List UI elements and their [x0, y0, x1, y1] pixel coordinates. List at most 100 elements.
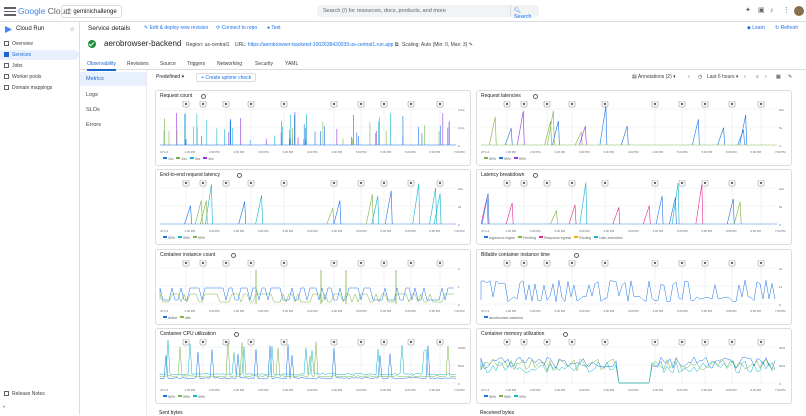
edit-deploy-button[interactable]: ✎ Edit & deploy new revision — [144, 25, 209, 31]
subnav-errors[interactable]: Errors — [86, 122, 101, 128]
chart-plot[interactable]: 10s 5s 0 UTC-4 1:30 PM 2:00 PM 2:30 PM 3:00 PM 3… — [477, 101, 792, 157]
legend-label[interactable]: 3xx — [194, 157, 201, 161]
subnav-metrics[interactable]: Metrics — [80, 72, 146, 86]
edit-dashboard-icon[interactable]: ✎ — [788, 74, 793, 80]
chart-plot[interactable]: 2 1 0 UTC-4 1:30 PM 2:00 PM 2:30 PM 3:00 PM 3:30… — [156, 260, 471, 316]
tab-yaml[interactable]: YAML — [285, 61, 299, 67]
chart-legend[interactable]: active idle — [160, 316, 191, 320]
tab-triggers[interactable]: Triggers — [187, 61, 206, 67]
layout-icon[interactable]: ▦ — [776, 74, 781, 80]
sidebar-item-services[interactable]: Services — [0, 50, 79, 60]
help-icon[interactable] — [200, 94, 206, 99]
hamburger-menu-icon[interactable] — [4, 5, 16, 17]
subnav-logs[interactable]: Logs — [86, 92, 98, 98]
help-icon[interactable] — [574, 253, 579, 258]
avatar[interactable] — [794, 6, 804, 16]
time-back-button[interactable]: ‹ — [688, 74, 690, 80]
help-icon[interactable] — [563, 332, 568, 337]
legend-label[interactable]: 95% — [183, 236, 191, 240]
chart-panel-request-count[interactable]: Request count 0.2/s 0.1/s 0 UTC-4 1:30 PM 2:00… — [155, 90, 471, 166]
legend-label[interactable]: 50% — [489, 157, 497, 161]
notifications-icon[interactable]: ♪ — [770, 7, 774, 14]
zoom-icon[interactable]: ⌕ — [756, 74, 759, 80]
tab-revisions[interactable]: Revisions — [127, 61, 149, 67]
tab-observability[interactable]: Observability — [87, 61, 116, 71]
collapse-nav-icon[interactable]: « — [3, 404, 6, 409]
chart-legend[interactable]: Ingress to region Pending Response egress R… — [481, 236, 623, 240]
chart-plot[interactable]: 10s 5s 0 UTC-4 1:30 PM 2:00 PM 2:30 PM 3:00 PM 3… — [477, 180, 792, 236]
tab-networking[interactable]: Networking — [217, 61, 243, 67]
sidebar-item-jobs[interactable]: Jobs — [0, 61, 79, 71]
chart-plot[interactable]: 0.2/s 0.1/s 0 UTC-4 1:30 PM 2:00 PM 2:30 PM 3:0… — [156, 101, 471, 157]
sidebar-item-domain-mappings[interactable]: Domain mappings — [0, 83, 79, 93]
annotations-dropdown[interactable]: ▤ Annotations (2) ▾ — [632, 74, 676, 80]
gemini-icon[interactable]: ✦ — [745, 7, 751, 14]
chart-legend[interactable]: 50% 95% 99% — [160, 236, 205, 240]
help-icon[interactable] — [233, 332, 239, 337]
legend-label[interactable]: aerobrowser-backend — [489, 316, 523, 320]
tab-source[interactable]: Source — [160, 61, 176, 67]
legend-label[interactable]: 95% — [504, 395, 512, 399]
create-uptime-check-button[interactable]: + Create uptime check — [196, 73, 257, 82]
chart-plot[interactable]: 40% 20% 0 UTC-4 1:30 PM 2:00 PM 2:30 PM 3:00 PM… — [477, 339, 792, 395]
help-icon[interactable] — [236, 173, 242, 178]
connect-repo-button[interactable]: ⟳ Connect to repo — [216, 25, 258, 31]
legend-label[interactable]: Pending — [523, 236, 536, 240]
time-range-dropdown[interactable]: Last 6 hours ▾ — [707, 74, 739, 80]
cloud-shell-icon[interactable]: ▣ — [758, 7, 765, 14]
copy-icon[interactable]: ⧉ — [394, 42, 399, 48]
search-input[interactable]: Search (/) for resources, docs, products… — [317, 5, 539, 17]
time-forward-button[interactable]: › — [744, 74, 746, 80]
help-icon[interactable] — [532, 173, 538, 178]
legend-label[interactable]: 99% — [198, 236, 206, 240]
chart-legend[interactable]: 1xx 2xx 3xx 4xx — [160, 157, 214, 161]
chart-panel-container-memory-utilization[interactable]: Container memory utilization 40% 20% 0 UTC-4… — [476, 328, 792, 404]
legend-label[interactable]: 99% — [519, 395, 527, 399]
pin-icon[interactable]: ☆ — [69, 27, 75, 33]
help-icon[interactable] — [231, 253, 236, 258]
legend-label[interactable]: active — [168, 316, 178, 320]
legend-label[interactable]: 50% — [168, 395, 176, 399]
auto-refresh-icon[interactable]: › — [765, 74, 767, 80]
chart-panel-end-to-end-request-latency[interactable]: End-to-end request latency 10s 5s 0 UTC-4 1:3… — [155, 169, 471, 245]
legend-label[interactable]: 1xx — [168, 157, 174, 161]
legend-label[interactable]: 2xx — [181, 157, 187, 161]
legend-label[interactable]: 95% — [504, 157, 512, 161]
chart-panel-container-instance-count[interactable]: Container instance count 2 1 0 UTC-4 1:30 PM 2… — [155, 249, 471, 325]
legend-label[interactable]: Routing — [579, 236, 592, 240]
search-button[interactable]: 🔍︎ Search — [510, 5, 539, 20]
sidebar-item-worker-pools[interactable]: Worker pools — [0, 72, 79, 82]
help-icon[interactable] — [532, 94, 538, 99]
more-options-icon[interactable]: ⋮ — [783, 7, 790, 14]
legend-label[interactable]: 99% — [198, 395, 206, 399]
tab-security[interactable]: Security — [255, 61, 274, 67]
sidebar-item-overview[interactable]: Overview — [0, 39, 79, 49]
refresh-button[interactable]: ↻ Refresh — [775, 25, 799, 31]
chart-plot[interactable]: 2s 1s 0 UTC-4 1:30 PM 2:00 PM 2:30 PM 3:00 PM 3:… — [477, 260, 792, 316]
legend-label[interactable]: Ingress to region — [489, 236, 516, 240]
chart-legend[interactable]: 50% 95% 99% — [160, 395, 205, 399]
legend-label[interactable]: 50% — [489, 395, 497, 399]
project-picker[interactable]: ⬚ geminichallenge — [61, 5, 122, 18]
chart-panel-container-cpu-utilization[interactable]: Container CPU utilization 100% 50% 0 UTC-4 1:… — [155, 328, 471, 404]
chart-legend[interactable]: 50% 95% 99% — [481, 395, 526, 399]
edit-scaling-icon[interactable]: ✎ — [468, 42, 473, 48]
test-button[interactable]: ● Test — [267, 25, 281, 31]
chart-plot[interactable]: 100% 50% 0 UTC-4 1:30 PM 2:00 PM 2:30 PM 3:00 P… — [156, 339, 471, 395]
legend-label[interactable]: 95% — [183, 395, 191, 399]
legend-label[interactable]: 50% — [168, 236, 176, 240]
chart-panel-latency-breakdown[interactable]: Latency breakdown 10s 5s 0 UTC-4 1:30 PM 2:00 … — [476, 169, 792, 245]
legend-label[interactable]: idle — [185, 316, 191, 320]
release-notes-link[interactable]: Release Notes — [0, 389, 79, 399]
chart-panel-billable-container-instance-time[interactable]: Billable container instance time 2s 1s 0 UTC… — [476, 249, 792, 325]
google-cloud-logo[interactable]: Google Cloud — [18, 6, 71, 16]
predefined-dropdown[interactable]: Predefined ▾ — [156, 74, 185, 80]
chart-panel-request-latencies[interactable]: Request latencies 10s 5s 0 UTC-4 1:30 PM 2:00 … — [476, 90, 792, 166]
chart-plot[interactable]: 10s 5s 0 UTC-4 1:30 PM 2:00 PM 2:30 PM 3:00 PM 3… — [156, 180, 471, 236]
chart-legend[interactable]: 50% 95% 99% — [481, 157, 526, 161]
chart-legend[interactable]: aerobrowser-backend — [481, 316, 523, 320]
legend-label[interactable]: User execution — [599, 236, 623, 240]
learn-button[interactable]: ◆ Learn — [747, 25, 766, 31]
legend-label[interactable]: Response egress — [543, 236, 572, 240]
legend-label[interactable]: 4xx — [208, 157, 214, 161]
